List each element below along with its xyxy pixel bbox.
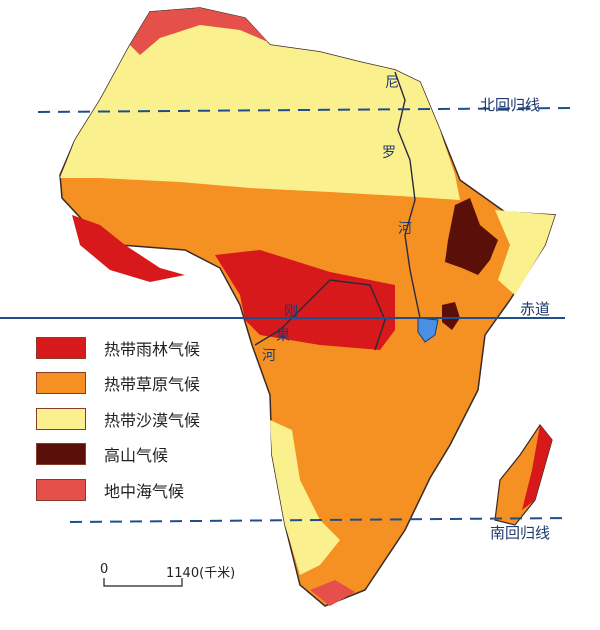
congo-label-1: 刚 bbox=[284, 304, 298, 320]
legend-item-rainforest: 热带雨林气候 bbox=[36, 330, 200, 366]
zone-highland-eastafrica bbox=[442, 302, 460, 330]
scale-start: 0 bbox=[100, 562, 109, 577]
tropic-north-line bbox=[37, 107, 571, 113]
tropic-north-label: 北回归线 bbox=[480, 96, 541, 114]
zone-desert-horn bbox=[495, 210, 555, 295]
lake-victoria bbox=[417, 317, 439, 343]
nile-river bbox=[394, 71, 421, 319]
legend-item-mediterranean: 地中海气候 bbox=[36, 472, 200, 508]
legend-swatch bbox=[36, 443, 86, 466]
congo-label-2: 果 bbox=[276, 328, 290, 344]
scale-end: 1140(千米) bbox=[166, 566, 236, 581]
legend-label: 地中海气候 bbox=[104, 481, 185, 501]
zone-mediterranean-south bbox=[310, 580, 355, 606]
zone-mediterranean-north bbox=[130, 8, 268, 55]
zone-rainforest-central bbox=[215, 250, 395, 350]
legend-label: 高山气候 bbox=[104, 446, 169, 466]
legend-item-savanna: 热带草原气候 bbox=[36, 366, 200, 402]
legend-item-highland: 高山气候 bbox=[36, 437, 200, 473]
congo-river bbox=[254, 279, 386, 351]
legend-swatch bbox=[36, 336, 86, 359]
legend-swatch bbox=[36, 372, 86, 395]
legend-label: 热带沙漠气候 bbox=[104, 410, 201, 430]
scale-bar bbox=[103, 578, 183, 587]
nile-label-3: 河 bbox=[398, 221, 412, 237]
nile-label-2: 罗 bbox=[382, 145, 396, 161]
zone-desert-north bbox=[60, 8, 460, 200]
legend-swatch bbox=[36, 478, 86, 501]
equator-label: 赤道 bbox=[520, 300, 551, 318]
zone-highland-ethiopia bbox=[445, 198, 498, 275]
tropic-south-line bbox=[69, 517, 571, 523]
legend-label: 热带雨林气候 bbox=[104, 339, 201, 359]
legend: 热带雨林气候 热带草原气候 热带沙漠气候 高山气候 地中海气候 bbox=[36, 330, 200, 508]
congo-label-3: 河 bbox=[262, 348, 276, 364]
nile-label-1: 尼 bbox=[385, 75, 399, 91]
zone-desert-southwest bbox=[270, 420, 340, 575]
zone-rainforest-west bbox=[72, 215, 185, 282]
legend-item-desert: 热带沙漠气候 bbox=[36, 401, 200, 437]
legend-label: 热带草原气候 bbox=[104, 375, 201, 395]
legend-swatch bbox=[36, 407, 86, 430]
tropic-south-label: 南回归线 bbox=[490, 524, 551, 542]
zone-rainforest-madagascar bbox=[522, 425, 552, 510]
